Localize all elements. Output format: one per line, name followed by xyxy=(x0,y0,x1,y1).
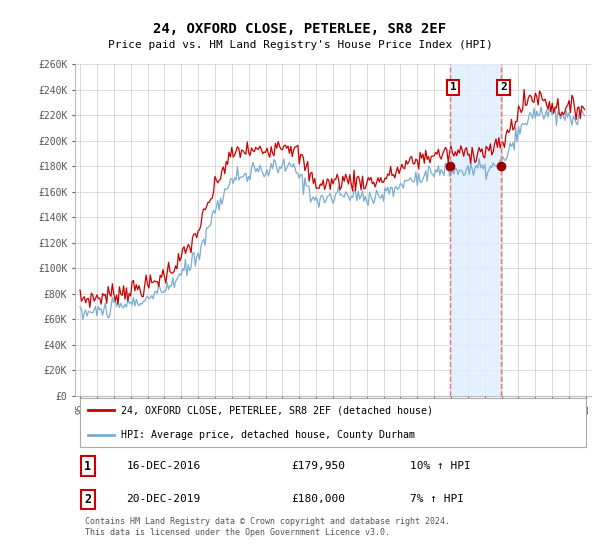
Text: 1: 1 xyxy=(85,460,91,473)
Text: £179,950: £179,950 xyxy=(292,461,346,471)
Text: 7% ↑ HPI: 7% ↑ HPI xyxy=(410,494,464,505)
Text: 24, OXFORD CLOSE, PETERLEE, SR8 2EF (detached house): 24, OXFORD CLOSE, PETERLEE, SR8 2EF (det… xyxy=(121,405,433,415)
Text: £180,000: £180,000 xyxy=(292,494,346,505)
Text: 24, OXFORD CLOSE, PETERLEE, SR8 2EF: 24, OXFORD CLOSE, PETERLEE, SR8 2EF xyxy=(154,22,446,36)
Text: Contains HM Land Registry data © Crown copyright and database right 2024.
This d: Contains HM Land Registry data © Crown c… xyxy=(85,517,451,537)
Text: 16-DEC-2016: 16-DEC-2016 xyxy=(127,461,201,471)
Text: 2: 2 xyxy=(85,493,91,506)
Text: 20-DEC-2019: 20-DEC-2019 xyxy=(127,494,201,505)
Text: HPI: Average price, detached house, County Durham: HPI: Average price, detached house, Coun… xyxy=(121,430,415,440)
FancyBboxPatch shape xyxy=(80,398,586,447)
Text: 2: 2 xyxy=(500,82,507,92)
Text: 10% ↑ HPI: 10% ↑ HPI xyxy=(410,461,471,471)
Text: 1: 1 xyxy=(449,82,456,92)
Bar xyxy=(451,64,501,395)
Text: Price paid vs. HM Land Registry's House Price Index (HPI): Price paid vs. HM Land Registry's House … xyxy=(107,40,493,50)
